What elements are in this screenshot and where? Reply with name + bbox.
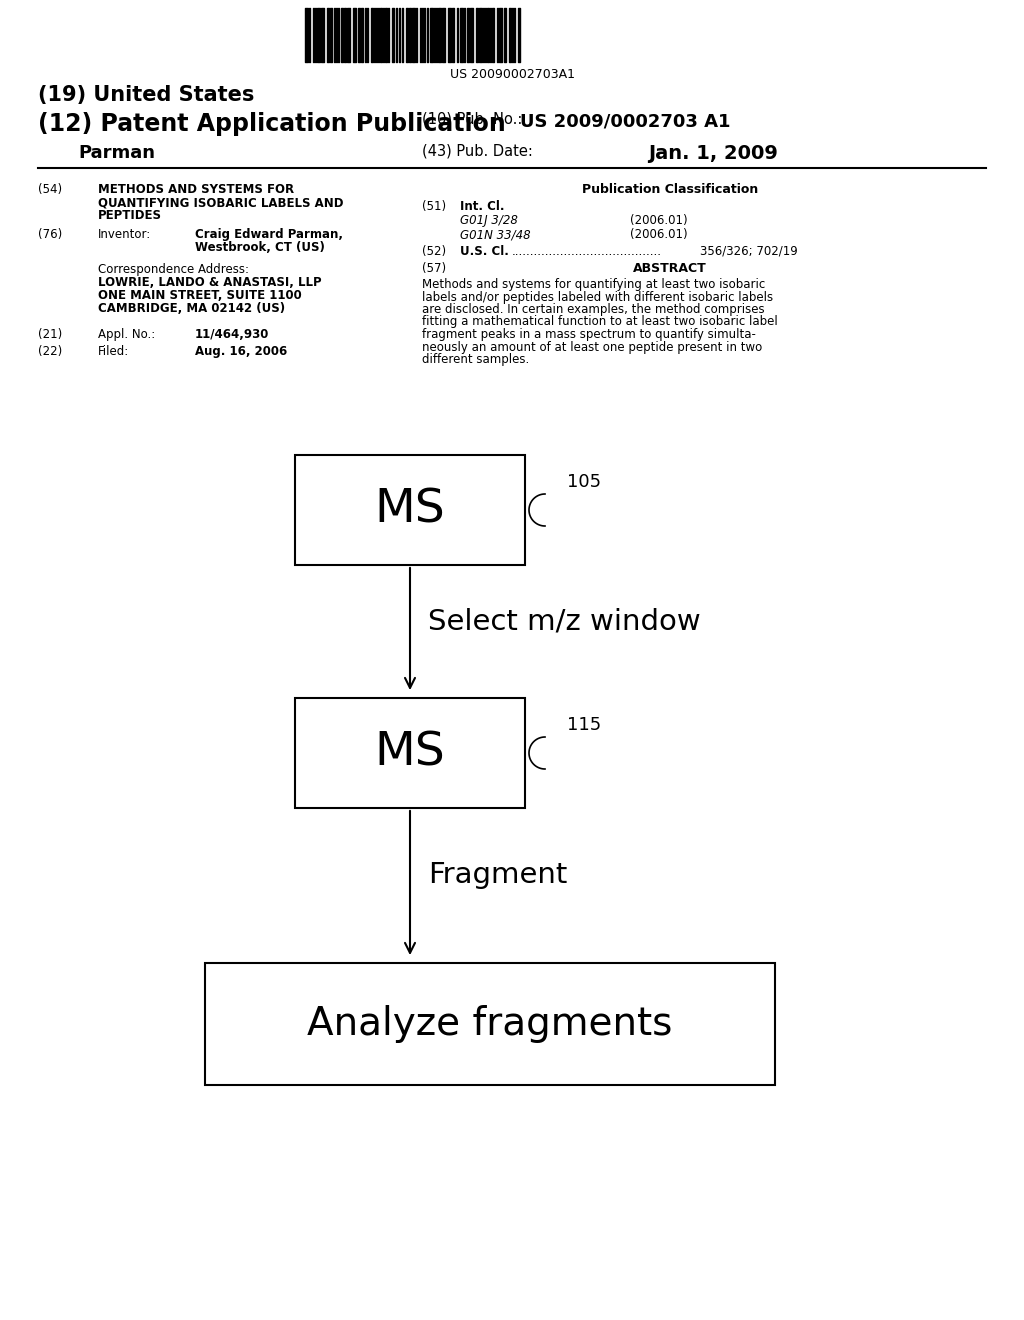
Text: (10) Pub. No.:: (10) Pub. No.: bbox=[422, 112, 522, 127]
Text: Correspondence Address:: Correspondence Address: bbox=[98, 263, 249, 276]
Text: 11/464,930: 11/464,930 bbox=[195, 327, 269, 341]
Text: Aug. 16, 2006: Aug. 16, 2006 bbox=[195, 345, 288, 358]
Text: Craig Edward Parman,: Craig Edward Parman, bbox=[195, 228, 343, 242]
Text: METHODS AND SYSTEMS FOR: METHODS AND SYSTEMS FOR bbox=[98, 183, 294, 195]
Text: Appl. No.:: Appl. No.: bbox=[98, 327, 156, 341]
Text: US 20090002703A1: US 20090002703A1 bbox=[450, 69, 574, 81]
Text: US 2009/0002703 A1: US 2009/0002703 A1 bbox=[520, 112, 730, 129]
Text: LOWRIE, LANDO & ANASTASI, LLP: LOWRIE, LANDO & ANASTASI, LLP bbox=[98, 276, 322, 289]
Text: G01N 33/48: G01N 33/48 bbox=[460, 228, 530, 242]
Bar bbox=[205, 964, 775, 1085]
Text: (76): (76) bbox=[38, 228, 62, 242]
Text: 356/326; 702/19: 356/326; 702/19 bbox=[700, 246, 798, 257]
Text: fitting a mathematical function to at least two isobaric label: fitting a mathematical function to at le… bbox=[422, 315, 778, 329]
Text: QUANTIFYING ISOBARIC LABELS AND: QUANTIFYING ISOBARIC LABELS AND bbox=[98, 195, 343, 209]
Text: ABSTRACT: ABSTRACT bbox=[633, 261, 707, 275]
Text: (19) United States: (19) United States bbox=[38, 84, 254, 106]
Text: Jan. 1, 2009: Jan. 1, 2009 bbox=[648, 144, 778, 162]
Text: Inventor:: Inventor: bbox=[98, 228, 152, 242]
Text: Int. Cl.: Int. Cl. bbox=[460, 201, 505, 213]
Text: MS: MS bbox=[375, 730, 445, 776]
Text: (2006.01): (2006.01) bbox=[630, 214, 688, 227]
Text: are disclosed. In certain examples, the method comprises: are disclosed. In certain examples, the … bbox=[422, 304, 765, 315]
Text: 105: 105 bbox=[567, 473, 601, 491]
Text: (43) Pub. Date:: (43) Pub. Date: bbox=[422, 144, 532, 158]
Text: labels and/or peptides labeled with different isobaric labels: labels and/or peptides labeled with diff… bbox=[422, 290, 773, 304]
Text: Publication Classification: Publication Classification bbox=[582, 183, 758, 195]
Text: (12) Patent Application Publication: (12) Patent Application Publication bbox=[38, 112, 506, 136]
Text: (57): (57) bbox=[422, 261, 446, 275]
Text: ONE MAIN STREET, SUITE 1100: ONE MAIN STREET, SUITE 1100 bbox=[98, 289, 302, 302]
Text: Parman: Parman bbox=[78, 144, 155, 162]
Text: (21): (21) bbox=[38, 327, 62, 341]
Text: MS: MS bbox=[375, 487, 445, 532]
Text: Methods and systems for quantifying at least two isobaric: Methods and systems for quantifying at l… bbox=[422, 279, 765, 290]
Text: Filed:: Filed: bbox=[98, 345, 129, 358]
Text: (54): (54) bbox=[38, 183, 62, 195]
Text: Select m/z window: Select m/z window bbox=[428, 609, 700, 636]
Text: ........................................: ........................................ bbox=[512, 246, 662, 257]
Text: CAMBRIDGE, MA 02142 (US): CAMBRIDGE, MA 02142 (US) bbox=[98, 302, 285, 315]
Bar bbox=[295, 455, 525, 565]
Text: Analyze fragments: Analyze fragments bbox=[307, 1005, 673, 1043]
Text: (2006.01): (2006.01) bbox=[630, 228, 688, 242]
Text: U.S. Cl.: U.S. Cl. bbox=[460, 246, 509, 257]
Text: fragment peaks in a mass spectrum to quantify simulta-: fragment peaks in a mass spectrum to qua… bbox=[422, 327, 756, 341]
Text: different samples.: different samples. bbox=[422, 352, 529, 366]
Text: (52): (52) bbox=[422, 246, 446, 257]
Text: PEPTIDES: PEPTIDES bbox=[98, 209, 162, 222]
Text: Fragment: Fragment bbox=[428, 861, 567, 888]
Text: Westbrook, CT (US): Westbrook, CT (US) bbox=[195, 242, 325, 253]
Text: G01J 3/28: G01J 3/28 bbox=[460, 214, 518, 227]
Text: neously an amount of at least one peptide present in two: neously an amount of at least one peptid… bbox=[422, 341, 762, 354]
Text: 115: 115 bbox=[567, 715, 601, 734]
Text: (51): (51) bbox=[422, 201, 446, 213]
Text: (22): (22) bbox=[38, 345, 62, 358]
Bar bbox=[295, 698, 525, 808]
